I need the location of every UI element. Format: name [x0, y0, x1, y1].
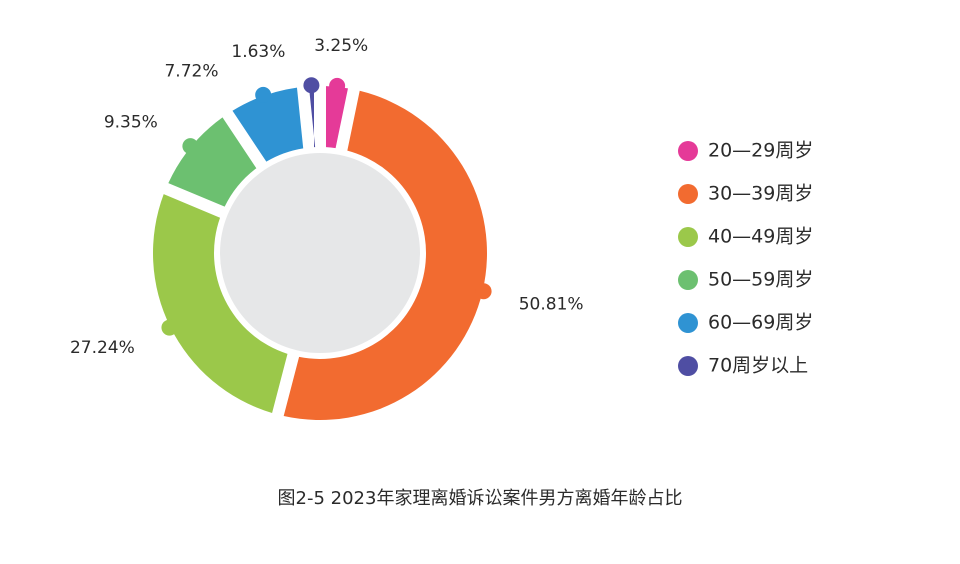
- legend-label: 30—39周岁: [708, 183, 813, 205]
- slice-value-label-4: 9.35%: [104, 113, 158, 133]
- legend-swatch: [678, 356, 698, 376]
- legend-swatch: [678, 141, 698, 161]
- slice-2: [283, 90, 488, 421]
- legend-swatch: [678, 227, 698, 247]
- slice-value-label-3: 27.24%: [70, 338, 135, 358]
- legend-item-5: 60—69周岁: [678, 312, 813, 334]
- slice-marker-1: [329, 77, 346, 94]
- slice-value-label-6: 1.63%: [231, 42, 285, 62]
- legend-item-6: 70周岁以上: [678, 355, 808, 377]
- donut-center: [220, 153, 420, 353]
- legend-label: 70周岁以上: [708, 355, 808, 377]
- slice-6: [308, 86, 316, 148]
- legend-swatch: [678, 313, 698, 333]
- slice-marker-3: [161, 319, 178, 336]
- slice-value-label-1: 3.25%: [314, 36, 368, 56]
- slice-3: [152, 194, 288, 413]
- legend-item-4: 50—59周岁: [678, 269, 813, 291]
- legend-label: 40—49周岁: [708, 226, 813, 248]
- legend-item-2: 30—39周岁: [678, 183, 813, 205]
- slice-5: [232, 87, 304, 162]
- legend: 20—29周岁 30—39周岁 40—49周岁 50—59周岁 60—69周岁 70周岁以…: [678, 140, 813, 377]
- legend-label: 50—59周岁: [708, 269, 813, 291]
- chart-caption: 图2-5 2023年家理离婚诉讼案件男方离婚年龄占比: [277, 488, 683, 509]
- legend-item-3: 40—49周岁: [678, 226, 813, 248]
- slice-marker-4: [182, 138, 199, 155]
- slice-1: [325, 86, 348, 149]
- legend-swatch: [678, 270, 698, 290]
- legend-swatch: [678, 184, 698, 204]
- legend-item-1: 20—29周岁: [678, 140, 813, 162]
- slice-marker-6: [303, 77, 320, 94]
- donut-slices: [152, 86, 488, 421]
- slice-value-labels: 3.25% 50.81% 27.24% 9.35% 7.72% 1.63%: [70, 36, 584, 358]
- legend-label: 60—69周岁: [708, 312, 813, 334]
- slice-value-label-2: 50.81%: [519, 295, 584, 315]
- slice-marker-2: [475, 283, 492, 300]
- slice-marker-5: [255, 86, 272, 103]
- slice-value-label-5: 7.72%: [164, 62, 218, 82]
- slice-markers: [161, 77, 492, 336]
- slice-4: [168, 117, 257, 207]
- legend-label: 20—29周岁: [708, 140, 813, 162]
